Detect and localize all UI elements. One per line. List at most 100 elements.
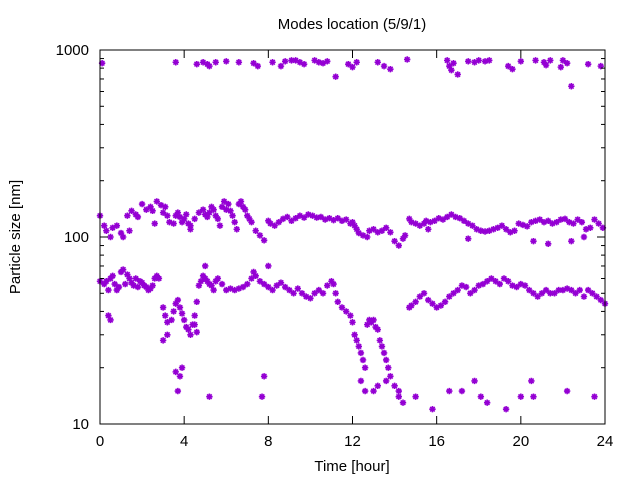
data-point: [563, 59, 571, 67]
data-point: [456, 215, 464, 222]
data-point: [225, 200, 232, 208]
data-point: [378, 343, 386, 350]
data-point: [576, 286, 583, 294]
data-point: [498, 222, 506, 229]
data-point: [210, 286, 217, 294]
data-point: [239, 283, 247, 291]
data-point: [502, 405, 510, 413]
y-axis-label: Particle size [nm]: [7, 180, 24, 294]
data-point: [223, 286, 230, 294]
data-point: [557, 216, 565, 223]
data-point: [572, 290, 579, 297]
data-point: [509, 65, 516, 73]
data-point: [178, 364, 186, 371]
data-point: [349, 319, 356, 326]
data-point: [420, 290, 428, 297]
data-point: [551, 290, 558, 297]
data-point: [134, 283, 142, 291]
data-point: [448, 211, 455, 218]
data-point: [117, 229, 125, 237]
data-point: [235, 200, 243, 208]
data-point: [223, 58, 230, 65]
data-point: [128, 207, 135, 215]
data-point: [542, 61, 550, 69]
data-point: [214, 215, 222, 223]
data-point: [361, 387, 369, 395]
data-point: [513, 283, 520, 291]
data-point: [174, 387, 182, 395]
data-point: [382, 356, 390, 364]
data-point: [374, 229, 381, 236]
data-point: [256, 278, 264, 285]
data-point: [465, 220, 472, 227]
data-point: [519, 221, 527, 229]
data-point: [435, 215, 442, 222]
data-point: [450, 59, 457, 67]
data-point: [448, 66, 455, 74]
y-axis: 10 100 1000: [56, 42, 605, 433]
data-point: [265, 283, 272, 291]
data-point: [479, 280, 487, 288]
data-point: [372, 323, 379, 331]
data-point: [311, 290, 318, 297]
data-point: [178, 218, 186, 226]
data-point: [437, 302, 445, 309]
data-point: [589, 290, 596, 297]
data-point: [446, 293, 453, 300]
data-point: [185, 326, 192, 333]
data-point: [170, 220, 177, 227]
data-point: [338, 304, 346, 311]
data-point: [288, 57, 295, 64]
data-point: [300, 60, 308, 68]
data-point: [191, 321, 198, 328]
data-point: [159, 337, 167, 344]
data-point: [568, 237, 575, 245]
data-point: [599, 224, 607, 231]
data-point: [281, 58, 289, 65]
data-point: [126, 227, 133, 234]
data-point: [113, 286, 121, 294]
data-point: [475, 57, 482, 64]
data-point: [115, 283, 123, 291]
data-point: [292, 215, 299, 222]
data-point: [595, 220, 602, 227]
data-point: [164, 212, 171, 219]
data-point: [412, 220, 419, 227]
data-point: [593, 293, 600, 300]
data-point: [317, 213, 325, 221]
data-point: [364, 233, 371, 241]
data-point: [143, 283, 150, 291]
data-point: [332, 73, 339, 80]
data-point: [286, 286, 293, 294]
data-point: [359, 356, 367, 364]
data-point: [265, 217, 272, 225]
data-point: [298, 290, 306, 297]
data-point: [292, 57, 299, 64]
data-point: [315, 286, 323, 294]
data-point: [319, 59, 327, 67]
data-point: [412, 393, 419, 400]
x-tick-label: 4: [180, 433, 188, 450]
data-point: [195, 282, 203, 289]
data-point: [324, 58, 331, 65]
data-point: [502, 226, 510, 233]
data-point: [202, 262, 209, 270]
data-point: [101, 222, 108, 229]
data-point: [544, 240, 552, 247]
data-point: [570, 220, 577, 227]
data-point: [517, 393, 525, 400]
data-point: [204, 213, 211, 221]
y-tick-label: 1000: [56, 42, 89, 59]
data-point: [202, 211, 209, 218]
y-tick-label: 100: [64, 229, 89, 246]
data-point: [452, 213, 459, 221]
data-point: [172, 212, 179, 219]
data-point: [296, 59, 304, 66]
data-point: [170, 308, 177, 315]
data-point: [544, 217, 552, 225]
data-point: [374, 326, 381, 333]
data-point: [374, 382, 381, 390]
data-point: [313, 214, 320, 221]
data-point: [351, 331, 358, 338]
data-point: [387, 229, 394, 236]
